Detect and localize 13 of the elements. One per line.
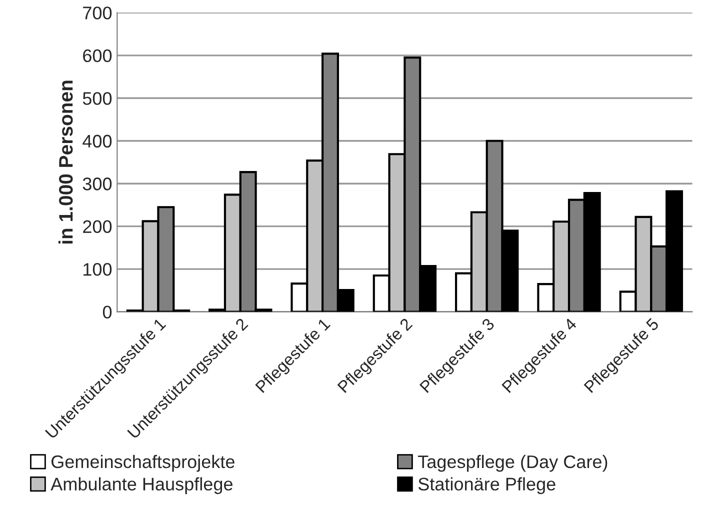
legend-label: Tagespflege (Day Care)	[418, 454, 608, 472]
legend-label: Stationäre Pflege	[418, 477, 556, 494]
y-tick-label: 100	[84, 263, 112, 276]
y-tick-label: 400	[82, 134, 112, 148]
y-tick-label: 600	[83, 49, 112, 62]
legend-label: Gemeinschaftsprojekte	[52, 454, 234, 472]
y-tick-label: 0	[102, 306, 112, 319]
y-tick-label: 200	[83, 220, 112, 234]
y-tick-label: 300	[82, 178, 112, 190]
legend-label: Ambulante Hauspflege	[50, 477, 232, 494]
y-axis-title: in 1.000 Personen	[58, 80, 73, 244]
y-tick-label: 500	[82, 92, 112, 105]
y-tick-label: 700	[83, 6, 112, 20]
